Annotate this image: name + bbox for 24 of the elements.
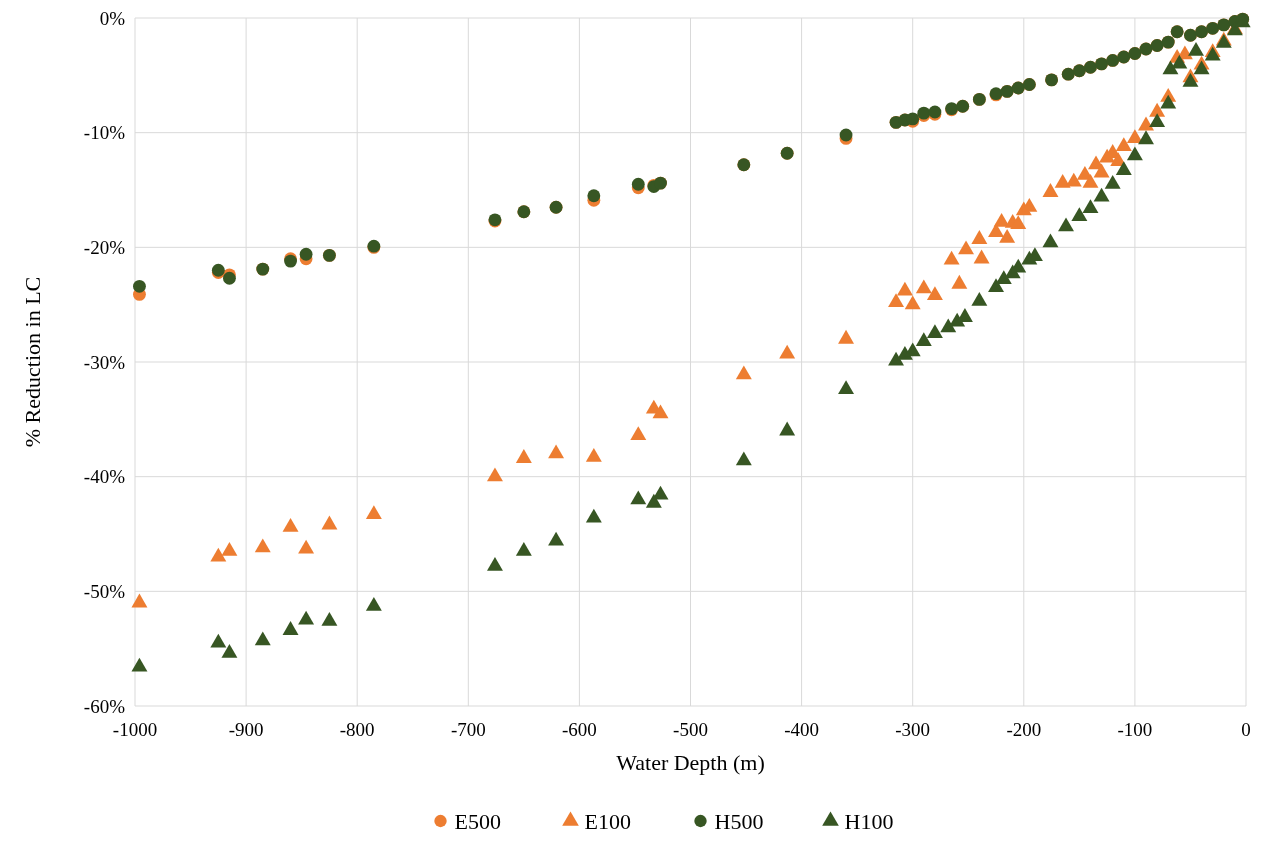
y-tick-label: -10% bbox=[83, 122, 126, 144]
y-tick-label: 0% bbox=[99, 7, 126, 29]
x-tick-label: 0 bbox=[1241, 719, 1251, 740]
legend-label: E500 bbox=[454, 808, 501, 834]
y-tick-label: -60% bbox=[83, 695, 126, 717]
x-tick-label: -200 bbox=[1006, 719, 1042, 740]
x-tick-label: -100 bbox=[1117, 719, 1153, 740]
x-tick-label: -1000 bbox=[112, 719, 158, 740]
y-tick-label: -40% bbox=[83, 466, 126, 488]
x-axis-title: Water Depth (m) bbox=[616, 750, 765, 775]
legend-label: H500 bbox=[714, 808, 764, 834]
x-tick-label: -500 bbox=[673, 719, 708, 740]
legend-label: E100 bbox=[584, 808, 631, 834]
x-tick-label: -700 bbox=[450, 719, 486, 740]
y-tick-label: -20% bbox=[83, 236, 126, 258]
x-tick-label: -600 bbox=[561, 719, 597, 740]
x-tick-label: -900 bbox=[228, 719, 264, 740]
y-tick-label: -50% bbox=[83, 580, 126, 602]
legend-label: H100 bbox=[844, 808, 894, 834]
x-tick-label: -300 bbox=[895, 719, 931, 740]
x-tick-label: -400 bbox=[784, 719, 820, 740]
y-axis-title: % Reduction in LC bbox=[20, 276, 45, 448]
x-tick-label: -800 bbox=[339, 719, 375, 740]
y-tick-label: -30% bbox=[83, 351, 126, 373]
